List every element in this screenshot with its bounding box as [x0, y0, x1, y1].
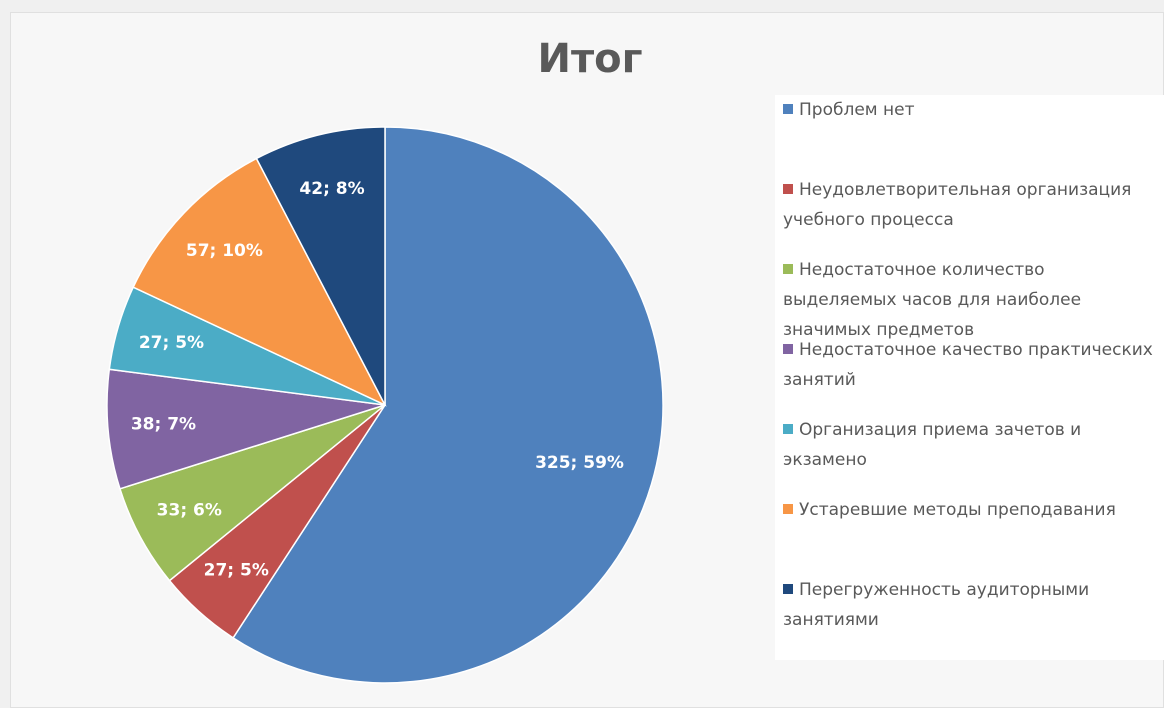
legend: Проблем нет Неудовлетворительная организа…	[775, 95, 1164, 660]
legend-label: Проблем нет	[799, 100, 915, 120]
data-label: 33; 6%	[157, 501, 222, 521]
legend-entry: Недостаточное количество выделяемых часо…	[783, 255, 1158, 345]
legend-swatch	[783, 344, 793, 354]
legend-label: Перегруженность аудиторными занятиями	[783, 580, 1090, 630]
legend-label: Недостаточное количество выделяемых часо…	[783, 260, 1082, 340]
pie-slice	[232, 126, 664, 684]
legend-label: Недостаточное качество практических заня…	[783, 340, 1153, 390]
legend-entry: Неудовлетворительная организация учебног…	[783, 175, 1158, 235]
legend-swatch	[783, 104, 793, 114]
legend-swatch	[783, 424, 793, 434]
pie-slice	[255, 126, 386, 406]
legend-entry: Устаревшие методы преподавания	[783, 495, 1158, 525]
chart-title: Итог	[537, 36, 642, 82]
legend-entry: Проблем нет	[783, 95, 1158, 125]
data-label: 27; 5%	[204, 560, 269, 580]
legend-label: Устаревшие методы преподавания	[799, 500, 1116, 520]
pie-slice	[132, 157, 387, 407]
legend-swatch	[783, 264, 793, 274]
data-label: 27; 5%	[139, 333, 204, 353]
legend-swatch	[783, 584, 793, 594]
legend-label: Организация приема зачетов и экзамено	[783, 420, 1082, 470]
legend-entry: Недостаточное качество практических заня…	[783, 335, 1158, 395]
legend-entry: Перегруженность аудиторными занятиями	[783, 575, 1158, 635]
pie-slice	[106, 368, 386, 490]
legend-label: Неудовлетворительная организация учебног…	[783, 180, 1132, 230]
data-label: 325; 59%	[535, 453, 624, 473]
data-label: 42; 8%	[299, 179, 364, 199]
data-label: 38; 7%	[131, 415, 196, 435]
legend-swatch	[783, 184, 793, 194]
data-label: 57; 10%	[186, 241, 263, 261]
legend-swatch	[783, 504, 793, 514]
legend-entry: Организация приема зачетов и экзамено	[783, 415, 1158, 475]
